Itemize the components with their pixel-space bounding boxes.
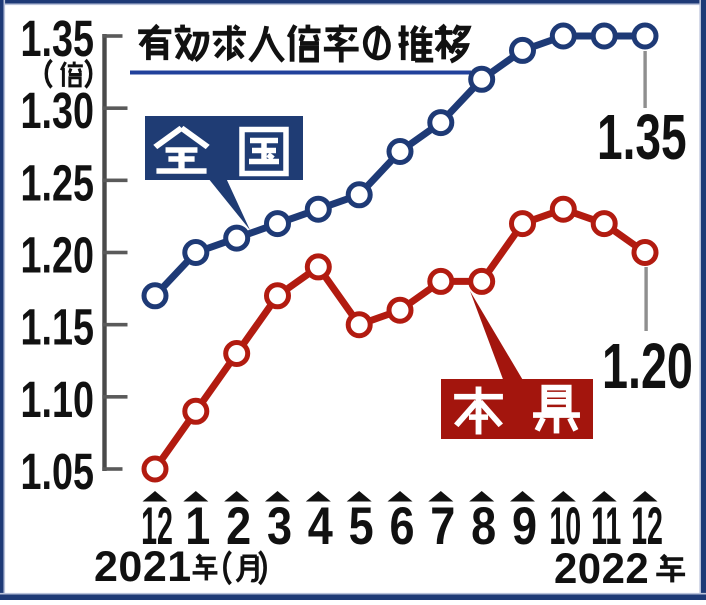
svg-text:1.35: 1.35 bbox=[597, 102, 687, 173]
svg-text:1.20: 1.20 bbox=[21, 226, 94, 284]
svg-text:2022: 2022 bbox=[554, 545, 649, 593]
svg-text:2: 2 bbox=[226, 497, 251, 556]
svg-text:1.15: 1.15 bbox=[21, 298, 94, 356]
svg-text:1.25: 1.25 bbox=[21, 154, 94, 212]
svg-text:9: 9 bbox=[512, 497, 537, 556]
svg-text:10: 10 bbox=[549, 497, 581, 557]
svg-text:12: 12 bbox=[141, 497, 173, 557]
svg-text:1.10: 1.10 bbox=[21, 370, 94, 428]
svg-text:8: 8 bbox=[471, 497, 496, 556]
svg-text:1: 1 bbox=[185, 497, 210, 556]
svg-text:1.20: 1.20 bbox=[602, 330, 693, 402]
svg-text:3: 3 bbox=[267, 497, 292, 556]
svg-text:4: 4 bbox=[308, 497, 334, 556]
svg-text:2021: 2021 bbox=[94, 543, 192, 591]
svg-text:11: 11 bbox=[591, 497, 621, 557]
svg-text:1.30: 1.30 bbox=[21, 82, 94, 140]
svg-text:7: 7 bbox=[430, 497, 455, 556]
svg-text:12: 12 bbox=[631, 497, 663, 557]
svg-text:1.05: 1.05 bbox=[21, 442, 94, 500]
svg-text:6: 6 bbox=[389, 497, 414, 556]
svg-text:1.35: 1.35 bbox=[21, 9, 94, 67]
svg-text:5: 5 bbox=[349, 497, 374, 556]
